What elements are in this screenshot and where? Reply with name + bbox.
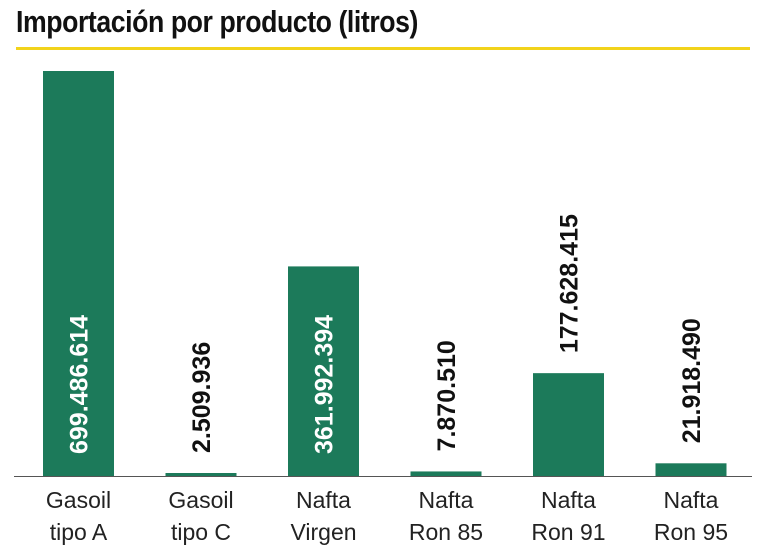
category-label-1-1: tipo C [171, 519, 231, 545]
bar-4 [533, 373, 604, 476]
bar-5 [655, 463, 727, 476]
category-label-3-1: Ron 85 [409, 519, 483, 545]
category-label-0-1: tipo A [50, 519, 108, 545]
data-label-2: 361.992.394 [311, 315, 339, 454]
data-label-0: 699.486.614 [66, 315, 94, 454]
category-label-3-0: Nafta [419, 487, 474, 513]
data-label-4: 177.628.415 [556, 214, 584, 353]
category-label-2-1: Virgen [290, 519, 356, 545]
category-label-1-0: Gasoil [168, 487, 233, 513]
category-label-4-0: Nafta [541, 487, 596, 513]
data-label-3: 7.870.510 [433, 340, 461, 451]
category-label-2-0: Nafta [296, 487, 351, 513]
title-underline [16, 47, 750, 50]
bar-0 [43, 71, 114, 476]
category-label-0-0: Gasoil [46, 487, 111, 513]
category-label-5-0: Nafta [664, 487, 719, 513]
data-label-1: 2.509.936 [188, 342, 216, 453]
category-label-5-1: Ron 95 [654, 519, 728, 545]
chart-title: Importación por producto (litros) [16, 4, 418, 39]
bar-2 [288, 266, 359, 476]
bar-3 [410, 471, 482, 476]
data-label-5: 21.918.490 [678, 318, 706, 443]
category-label-4-1: Ron 91 [531, 519, 605, 545]
bar-1 [165, 473, 237, 476]
